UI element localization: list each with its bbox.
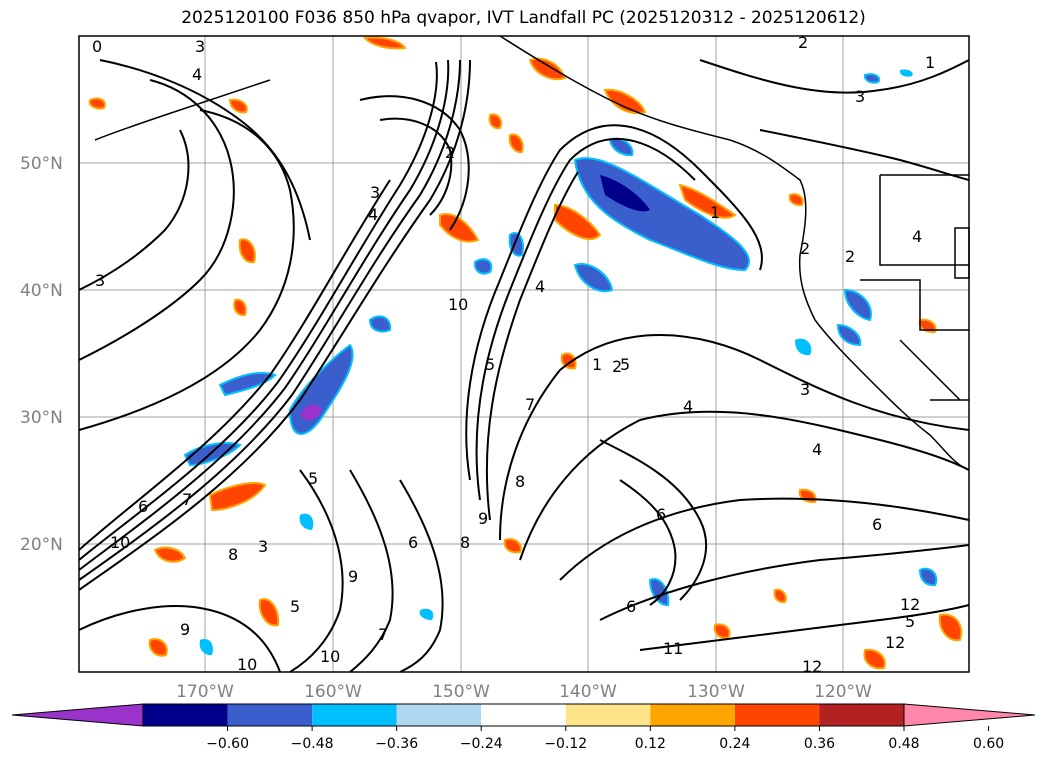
contour-label: 4 <box>912 227 922 246</box>
colorbar-tick-label: 0.60 <box>973 736 1004 752</box>
ivt-contours <box>78 59 970 673</box>
contour-label: 4 <box>535 277 545 296</box>
contour-label: 5 <box>620 355 630 374</box>
contour-label: 2 <box>612 357 622 376</box>
contour-label: 2 <box>798 33 808 52</box>
contour-label: 8 <box>228 545 238 564</box>
colorbar-extend-high <box>903 703 1036 727</box>
contour-label: 2 <box>445 143 455 162</box>
contour-label: 1 <box>592 355 602 374</box>
contour-label: 6 <box>872 515 882 534</box>
colorbar-segment <box>227 704 313 726</box>
contour-label: 9 <box>180 620 190 639</box>
colorbar-tick-label: −0.48 <box>291 736 334 752</box>
contour-label: 4 <box>812 440 822 459</box>
colorbar-tick-label: 0.12 <box>635 736 666 752</box>
lon-label: 120°W <box>814 682 872 702</box>
contour-label: 3 <box>258 537 268 556</box>
contour-label: 4 <box>683 397 693 416</box>
contour-label: 7 <box>182 490 192 509</box>
contour-label: 2 <box>845 247 855 266</box>
longitude-labels: 170°W 160°W 150°W 140°W 130°W 120°W <box>176 682 872 702</box>
colorbar-tick-label: −0.12 <box>544 736 587 752</box>
contour-label: 2 <box>800 239 810 258</box>
contour-label: 10 <box>320 647 340 666</box>
colorbar-segment <box>565 704 651 726</box>
contour-label: 5 <box>290 597 300 616</box>
lat-label: 20°N <box>20 535 63 555</box>
contour-label: 4 <box>368 205 378 224</box>
colorbar-tick-label: −0.36 <box>375 736 418 752</box>
plot-title: 2025120100 F036 850 hPa qvapor, IVT Land… <box>181 8 866 28</box>
lat-label: 50°N <box>20 154 63 174</box>
lon-label: 150°W <box>432 682 490 702</box>
contour-label: 3 <box>370 183 380 202</box>
contour-label: 7 <box>378 625 388 644</box>
colorbar-segment <box>396 704 482 726</box>
contour-label: 6 <box>626 597 636 616</box>
contour-label: 3 <box>95 271 105 290</box>
coastline <box>94 35 970 471</box>
lon-label: 160°W <box>304 682 362 702</box>
contour-label: 3 <box>195 37 205 56</box>
contour-labels: 0 1 3 4 2 3 1 2 3 4 3 4 5 10 4 5 6 7 8 9… <box>92 33 935 676</box>
colorbar-tick-label: 0.24 <box>719 736 750 752</box>
contour-label: 9 <box>348 567 358 586</box>
contour-label: 5 <box>905 612 915 631</box>
lon-label: 170°W <box>176 682 234 702</box>
map-plot-area: 0 1 3 4 2 3 1 2 3 4 3 4 5 10 4 5 6 7 8 9… <box>78 33 970 676</box>
contour-label: 1 <box>710 203 720 222</box>
colorbar-segment <box>312 704 397 726</box>
lat-label: 30°N <box>20 408 63 428</box>
contour-label: 0 <box>92 37 102 56</box>
contour-label: 8 <box>460 533 470 552</box>
contour-label: 10 <box>110 533 130 552</box>
colorbar-segment <box>650 704 735 726</box>
contour-label: 1 <box>925 53 935 72</box>
contour-label: 6 <box>656 505 666 524</box>
positive-anomaly-shading <box>88 36 963 670</box>
negative-anomaly-shading <box>183 69 938 656</box>
colorbar-outline <box>142 703 905 727</box>
contour-label: 12 <box>802 657 822 676</box>
contour-label: 3 <box>855 87 865 106</box>
colorbar-segment <box>481 704 566 726</box>
contour-label: 9 <box>478 509 488 528</box>
colorbar-tick-label: −0.24 <box>460 736 503 752</box>
contour-label: 7 <box>525 395 535 414</box>
colorbar: −0.60 −0.48 −0.36 −0.24 −0.12 0.12 0.24 0.36 0.4… <box>11 703 1036 752</box>
contour-label: 11 <box>663 639 683 658</box>
contour-label: 5 <box>485 355 495 374</box>
contour-label: 12 <box>885 633 905 652</box>
colorbar-segment <box>143 704 228 726</box>
colorbar-extend-low <box>11 703 144 727</box>
lon-label: 140°W <box>559 682 617 702</box>
contour-label: 6 <box>138 497 148 516</box>
contour-label: 5 <box>308 469 318 488</box>
contour-label: 10 <box>237 655 257 674</box>
contour-label: 6 <box>408 533 418 552</box>
contour-label: 12 <box>900 595 920 614</box>
contour-label: 10 <box>448 295 468 314</box>
colorbar-tick-label: 0.48 <box>888 736 919 752</box>
contour-label: 4 <box>192 65 202 84</box>
colorbar-tick-label: −0.60 <box>206 736 249 752</box>
lat-label: 40°N <box>20 281 63 301</box>
latitude-labels: 50°N 40°N 30°N 20°N <box>20 154 63 555</box>
colorbar-segment <box>734 704 820 726</box>
lon-label: 130°W <box>687 682 745 702</box>
contour-label: 3 <box>800 380 810 399</box>
contour-label: 8 <box>515 472 525 491</box>
colorbar-segment <box>819 704 904 726</box>
colorbar-tick-label: 0.36 <box>804 736 835 752</box>
